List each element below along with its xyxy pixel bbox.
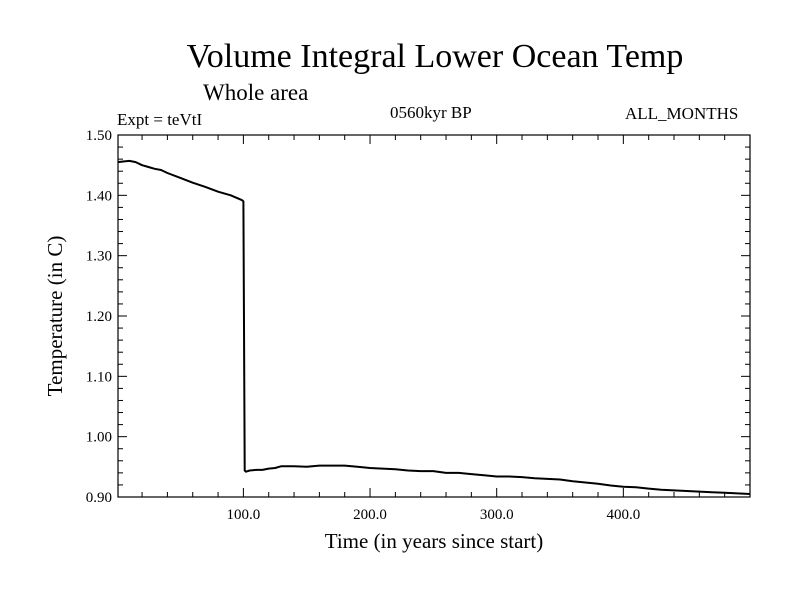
y-tick-label: 0.90 bbox=[86, 490, 112, 506]
y-tick-label: 1.10 bbox=[86, 369, 112, 385]
experiment-label: Expt = teVtI bbox=[117, 110, 203, 129]
y-tick-label: 1.50 bbox=[86, 128, 112, 144]
axis-tick-labels: 0.90 1.00 1.10 1.20 1.30 1.40 1.50 100.0 200.0 30… bbox=[86, 128, 640, 523]
x-tick-label: 100.0 bbox=[227, 507, 261, 523]
chart-title: Volume Integral Lower Ocean Temp bbox=[186, 38, 684, 75]
y-tick-label: 1.00 bbox=[86, 430, 112, 446]
axis-ticks bbox=[118, 134, 750, 498]
x-axis-label: Time (in years since start) bbox=[325, 529, 544, 553]
y-tick-label: 1.30 bbox=[86, 249, 112, 265]
y-axis-label: Temperature (in C) bbox=[43, 236, 67, 397]
x-tick-label: 400.0 bbox=[606, 507, 640, 523]
x-tick-label: 300.0 bbox=[480, 507, 514, 523]
x-tick-label: 200.0 bbox=[353, 507, 387, 523]
period-label: 0560kyr BP bbox=[390, 103, 472, 122]
chart-subtitle: Whole area bbox=[203, 80, 309, 105]
series-line-temperature bbox=[117, 159, 751, 495]
months-label: ALL_MONTHS bbox=[625, 104, 739, 123]
y-tick-label: 1.20 bbox=[86, 309, 112, 325]
y-tick-label: 1.40 bbox=[86, 188, 112, 204]
